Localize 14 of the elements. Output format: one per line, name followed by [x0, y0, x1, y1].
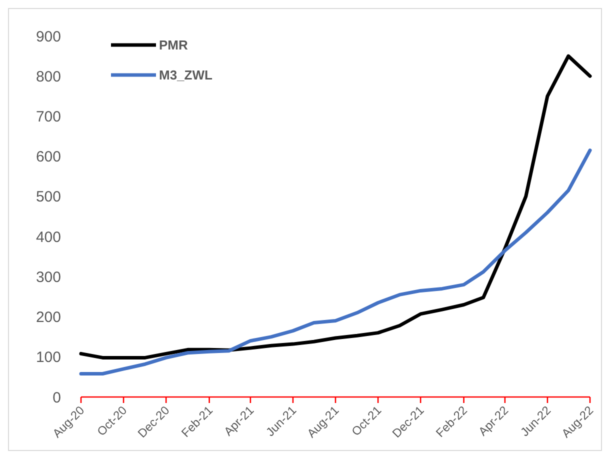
y-tick-label: 300: [36, 268, 61, 286]
y-tick-label: 700: [36, 108, 61, 126]
y-tick-label: 900: [36, 28, 61, 46]
y-tick-label: 500: [36, 188, 61, 206]
y-tick-label: 0: [52, 389, 61, 406]
y-tick-label: 800: [36, 68, 61, 86]
y-tick-label: 100: [36, 349, 61, 366]
y-tick-label: 600: [36, 148, 61, 166]
y-tick-label: 400: [36, 228, 61, 246]
line-series: [79, 148, 592, 376]
legend-label: PMR: [159, 38, 188, 53]
y-tick-label: 200: [36, 309, 61, 326]
line-series: [79, 54, 592, 360]
legend-label: M3_ZWL: [159, 68, 212, 83]
